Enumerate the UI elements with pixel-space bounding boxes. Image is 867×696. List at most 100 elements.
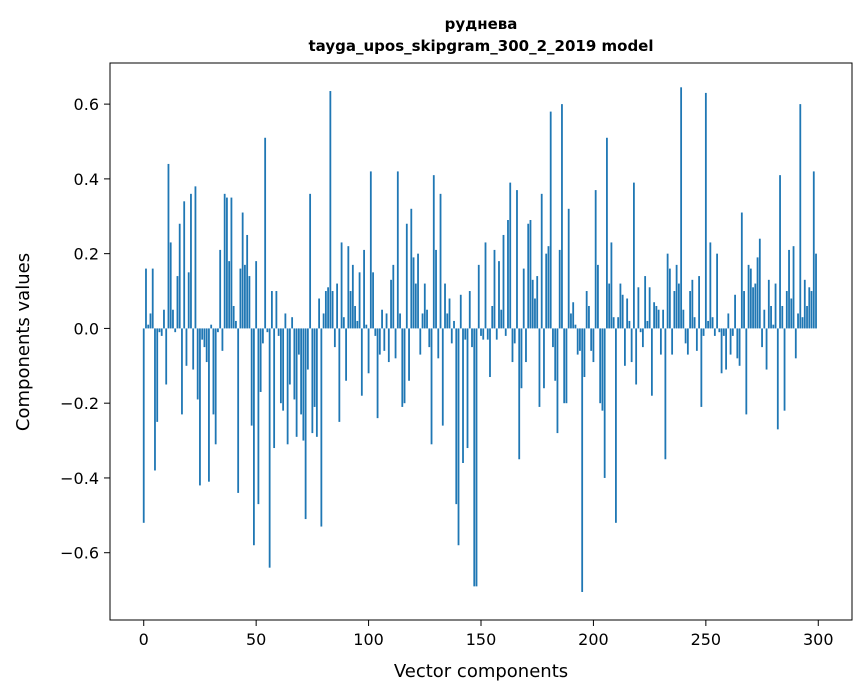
bar-244 [691, 279, 694, 329]
bar-294 [803, 279, 806, 329]
bar-100 [367, 328, 370, 374]
bar-31 [212, 328, 215, 415]
bar-59 [275, 291, 278, 329]
bar-72 [304, 328, 307, 520]
bar-185 [558, 249, 561, 329]
bar-199 [590, 328, 593, 351]
bar-172 [529, 220, 532, 329]
bar-76 [313, 328, 316, 407]
bar-105 [378, 328, 381, 355]
bar-155 [491, 305, 494, 329]
bar-96 [358, 272, 361, 329]
bar-9 [163, 309, 165, 329]
bar-97 [360, 328, 363, 396]
bar-280 [772, 324, 775, 329]
bar-219 [635, 328, 638, 385]
bar-124 [421, 313, 424, 329]
bar-87 [338, 328, 341, 422]
bar-23 [194, 186, 197, 329]
bar-274 [758, 238, 761, 329]
bar-56 [268, 328, 271, 568]
y-tick-label-0: 0.0 [74, 319, 99, 338]
bar-73 [306, 328, 309, 370]
bar-168 [520, 328, 523, 389]
bar-52 [259, 328, 262, 392]
bar-26 [201, 328, 204, 340]
bar-83 [329, 91, 332, 329]
bar-93 [351, 264, 354, 329]
x-tick-label-200: 200 [578, 630, 609, 649]
bar-110 [390, 279, 392, 329]
bar-198 [588, 305, 590, 329]
x-tick-label-150: 150 [466, 630, 497, 649]
bar-178 [543, 328, 545, 389]
bar-254 [713, 328, 716, 336]
bar-16 [178, 223, 181, 329]
bar-242 [686, 328, 689, 355]
bar-54 [264, 137, 267, 329]
bar-288 [790, 298, 793, 329]
bar-195 [581, 328, 584, 592]
bar-98 [363, 249, 365, 329]
bar-160 [502, 234, 505, 329]
bar-264 [736, 328, 739, 359]
bar-14 [174, 328, 177, 333]
bar-209 [612, 317, 615, 329]
bar-247 [698, 276, 700, 329]
bar-112 [394, 328, 397, 359]
bar-50 [255, 261, 258, 329]
bar-28 [205, 328, 208, 363]
bar-266 [740, 212, 743, 329]
y-tick-label--0.4: −0.4 [60, 469, 99, 488]
bar-117 [405, 223, 408, 329]
bar-60 [277, 328, 280, 336]
bar-61 [279, 328, 282, 404]
bar-286 [785, 291, 788, 329]
bar-194 [579, 328, 581, 351]
bar-166 [516, 190, 518, 329]
bar-80 [322, 313, 325, 329]
bar-189 [567, 208, 570, 329]
chart-subtitle: tayga_upos_skipgram_300_2_2019 model [309, 37, 654, 55]
x-tick-label-50: 50 [246, 630, 266, 649]
bar-215 [626, 298, 629, 329]
bar-111 [392, 264, 395, 329]
bar-53 [262, 328, 264, 344]
bar-223 [644, 276, 647, 329]
bar-135 [446, 313, 449, 329]
bar-120 [412, 257, 415, 329]
bar-182 [552, 328, 554, 348]
bar-114 [399, 313, 401, 329]
bar-298 [812, 171, 815, 329]
bar-122 [417, 253, 419, 329]
bar-77 [315, 328, 318, 437]
bar-217 [630, 328, 633, 363]
bar-78 [318, 298, 321, 329]
bar-153 [486, 328, 489, 340]
bar-107 [383, 328, 386, 351]
bar-118 [408, 328, 410, 381]
bar-196 [583, 328, 586, 378]
bar-143 [464, 328, 467, 340]
bar-45 [244, 264, 246, 329]
bar-297 [810, 291, 813, 329]
bar-65 [288, 328, 291, 385]
bar-90 [345, 328, 347, 381]
bar-102 [372, 272, 374, 329]
bar-123 [419, 328, 422, 355]
bar-2 [147, 324, 150, 329]
bar-256 [718, 328, 721, 333]
bar-30 [210, 324, 213, 329]
bar-263 [734, 294, 736, 329]
bar-89 [342, 317, 345, 329]
bar-108 [385, 313, 388, 329]
bar-71 [302, 328, 305, 441]
bar-289 [792, 246, 795, 329]
plot-frame [109, 62, 853, 621]
bar-238 [677, 283, 680, 329]
bar-86 [336, 283, 338, 329]
bar-79 [320, 328, 323, 527]
ticks-group: 0 50 100 150 200 250 300 −0.6 −0.4 −0.2 0.0 0.2 0.4 0… [60, 95, 833, 649]
bar-29 [208, 328, 210, 482]
bar-191 [572, 302, 575, 329]
